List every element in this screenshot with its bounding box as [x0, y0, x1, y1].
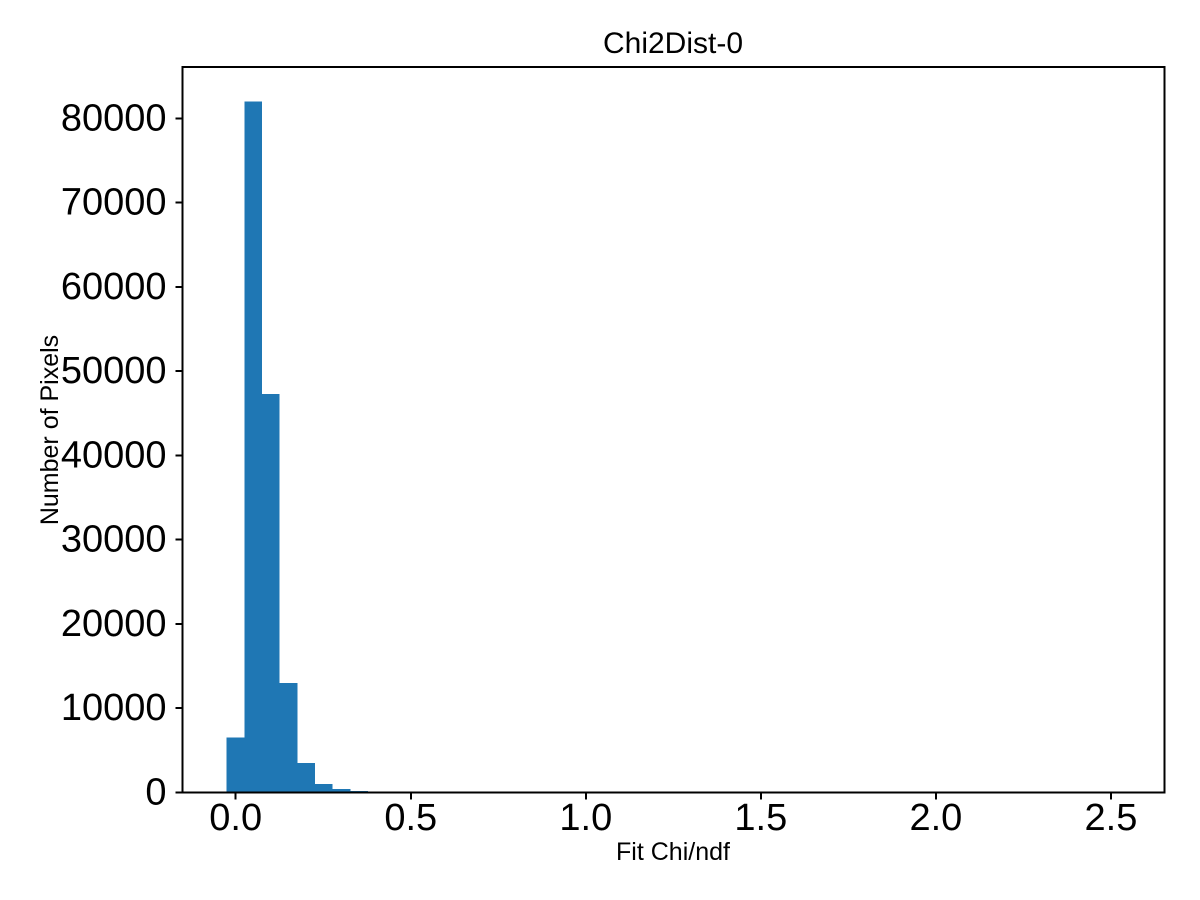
x-tick-label: 2.5 — [1085, 797, 1138, 839]
ticks-layer — [175, 117, 1112, 800]
x-tick-label: 0.0 — [209, 797, 262, 839]
x-tick-label: 2.0 — [909, 797, 962, 839]
histogram-bar — [297, 763, 316, 793]
y-axis-label: Number of Pixels — [36, 335, 64, 525]
histogram-bar — [261, 393, 280, 793]
y-tick-label: 70000 — [61, 182, 167, 224]
histogram-bar — [226, 737, 245, 793]
x-axis-label: Fit Chi/ndf — [616, 838, 730, 866]
x-tick-label: 0.5 — [384, 797, 437, 839]
y-tick-label: 10000 — [61, 687, 167, 729]
x-tick-label: 1.5 — [734, 797, 787, 839]
tick-labels-layer: 0.0 0.5 1.0 1.5 2.0 2.5 0 10000 20000 30000 40000 5… — [61, 97, 1138, 839]
y-tick-label: 30000 — [61, 519, 167, 561]
x-tick-label: 1.0 — [559, 797, 612, 839]
chart-title: Chi2Dist-0 — [603, 27, 743, 60]
bars-layer — [226, 101, 386, 793]
histogram-bar — [332, 789, 351, 793]
histogram-bar — [315, 783, 333, 793]
y-tick-label: 40000 — [61, 434, 167, 476]
y-tick-label: 50000 — [61, 350, 167, 392]
plot-border — [181, 66, 1166, 794]
y-tick-label: 0 — [145, 772, 166, 814]
histogram-bar — [279, 682, 298, 793]
y-tick-label: 20000 — [61, 603, 167, 645]
y-tick-label: 60000 — [61, 266, 167, 308]
y-tick-label: 80000 — [61, 97, 167, 139]
histogram-bar — [244, 101, 262, 793]
